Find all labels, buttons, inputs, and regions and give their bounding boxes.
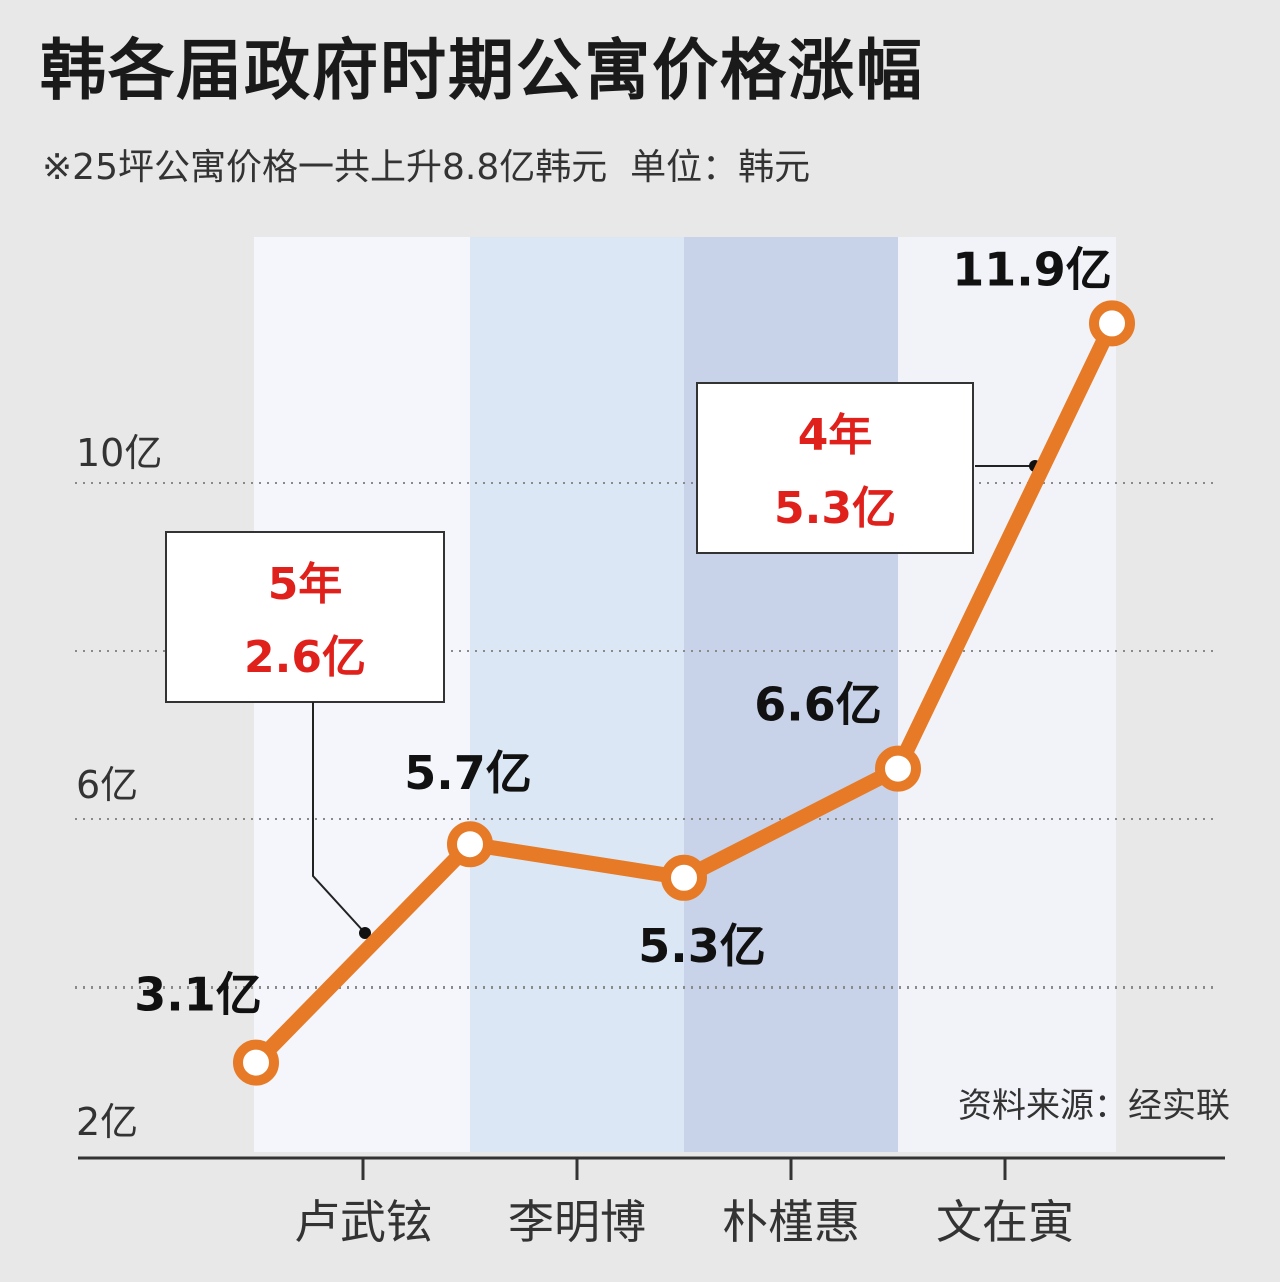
y-axis: 2亿 6亿 10亿 — [76, 431, 162, 1144]
annotation-box — [165, 531, 445, 703]
y-tick-label: 10亿 — [76, 431, 162, 475]
data-point — [233, 1039, 279, 1086]
data-point — [661, 854, 707, 901]
data-label: 5.7亿 — [404, 746, 532, 800]
annotations: 5年 2.6亿 4年 5.3亿 — [165, 382, 1041, 939]
data-label: 6.6亿 — [754, 678, 882, 732]
data-label: 3.1亿 — [134, 968, 262, 1022]
data-label: 5.3亿 — [638, 919, 766, 973]
period-band — [470, 237, 684, 1152]
annotation-dot — [359, 927, 371, 939]
annotation-box — [696, 382, 974, 554]
annotation-callout: 5年 2.6亿 — [165, 531, 445, 939]
annotation-years: 4年 — [798, 410, 873, 461]
data-point — [447, 821, 493, 868]
annotation-callout: 4年 5.3亿 — [696, 382, 1041, 554]
x-tick-label: 文在寅 — [936, 1195, 1074, 1249]
x-tick-label: 卢武铉 — [294, 1195, 432, 1249]
y-tick-label: 6亿 — [76, 763, 138, 807]
data-point — [1089, 300, 1135, 347]
data-point — [875, 745, 921, 792]
chart-title: 韩各届政府时期公寓价格涨幅 — [40, 32, 924, 109]
y-tick-label: 2亿 — [76, 1100, 138, 1144]
source-note: 资料来源：经实联 — [958, 1086, 1230, 1126]
annotation-leader — [312, 702, 366, 934]
annotation-increase: 2.6亿 — [244, 632, 366, 683]
x-tick-label: 李明博 — [508, 1195, 646, 1249]
data-label: 11.9亿 — [952, 242, 1112, 296]
annotation-increase: 5.3亿 — [774, 483, 896, 534]
x-tick-label: 朴槿惠 — [722, 1195, 860, 1249]
x-axis: 卢武铉 李明博 朴槿惠 文在寅 — [78, 1156, 1225, 1249]
chart-subtitle: ※25坪公寓价格一共上升8.8亿韩元 单位：韩元 — [42, 147, 811, 188]
data-labels: 3.1亿 5.7亿 5.3亿 6.6亿 11.9亿 — [134, 242, 1112, 1021]
annotation-years: 5年 — [268, 559, 343, 610]
price-series — [233, 300, 1135, 1086]
